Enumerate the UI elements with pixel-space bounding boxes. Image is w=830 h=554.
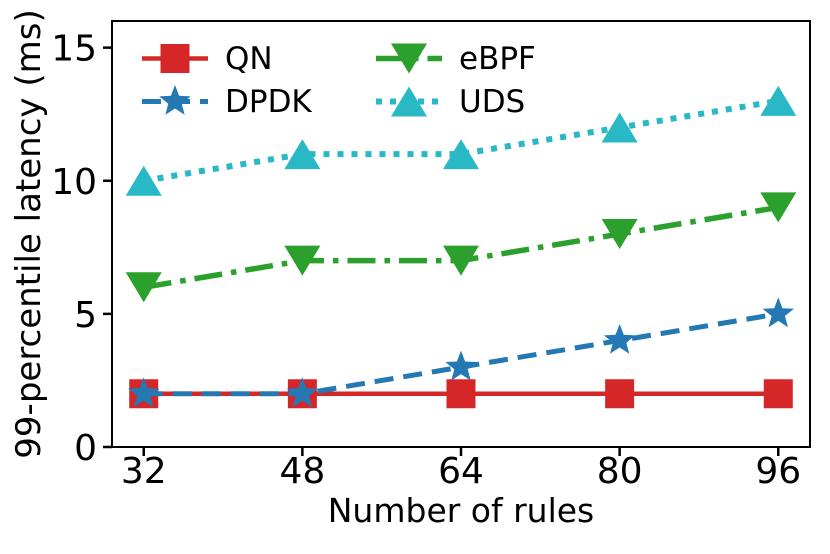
axis-ticks: 32 48 64 80 96 0 5 10 15	[51, 29, 801, 492]
legend-entry-uds: UDS	[374, 80, 536, 123]
x-tick-label: 64	[438, 451, 484, 492]
legend-label-ebpf: eBPF	[459, 40, 536, 77]
series-marker-uds	[601, 112, 638, 143]
series-marker-qn	[605, 379, 635, 409]
series-marker-uds	[760, 85, 797, 116]
legend-label-dpdk: DPDK	[225, 83, 312, 120]
legend: QN eBPF DPDK UDS	[140, 37, 536, 123]
series-layer	[125, 85, 797, 409]
x-tick-label: 96	[755, 451, 801, 492]
legend-sample-ebpf	[376, 43, 442, 74]
legend-entry-dpdk: DPDK	[140, 80, 374, 123]
legend-entry-qn: QN	[140, 37, 374, 80]
series-marker-dpdk	[445, 350, 477, 381]
legend-sample-uds	[376, 86, 442, 117]
legend-marker	[160, 44, 190, 73]
legend-label-uds: UDS	[459, 83, 526, 120]
legend-sample-dpdk	[142, 85, 208, 115]
series-marker-uds	[284, 139, 321, 170]
series-marker-ebpf	[760, 192, 797, 223]
series-marker-ebpf	[125, 272, 162, 303]
series-marker-dpdk	[762, 297, 794, 328]
legend-marker	[391, 43, 427, 74]
y-tick-label: 10	[51, 162, 97, 203]
series-marker-dpdk	[128, 377, 160, 408]
plot-border	[111, 20, 811, 448]
x-axis-label: Number of rules	[328, 491, 595, 530]
legend-entry-ebpf: eBPF	[374, 37, 536, 80]
series-marker-dpdk	[286, 377, 319, 408]
legend-label-qn: QN	[225, 40, 273, 77]
legend-sample-qn	[142, 44, 208, 73]
y-tick-label: 5	[74, 295, 97, 336]
series-marker-uds	[443, 139, 479, 170]
series-marker-qn	[763, 379, 793, 409]
series-marker-uds	[125, 165, 162, 196]
x-tick-label: 80	[597, 451, 643, 492]
y-tick-label: 15	[51, 29, 97, 70]
y-axis-label: 99-percentile latency (ms)	[9, 9, 49, 458]
series-marker-dpdk	[603, 324, 636, 354]
legend-marker	[391, 86, 427, 117]
x-tick-label: 48	[279, 451, 325, 492]
series-marker-ebpf	[601, 219, 638, 249]
y-tick-label: 0	[74, 428, 97, 469]
series-marker-ebpf	[284, 245, 321, 276]
legend-marker	[159, 85, 191, 115]
series-line-uds	[143, 97, 779, 184]
series-marker-qn	[446, 379, 476, 409]
x-tick-label: 32	[121, 451, 167, 492]
series-marker-ebpf	[443, 245, 479, 276]
